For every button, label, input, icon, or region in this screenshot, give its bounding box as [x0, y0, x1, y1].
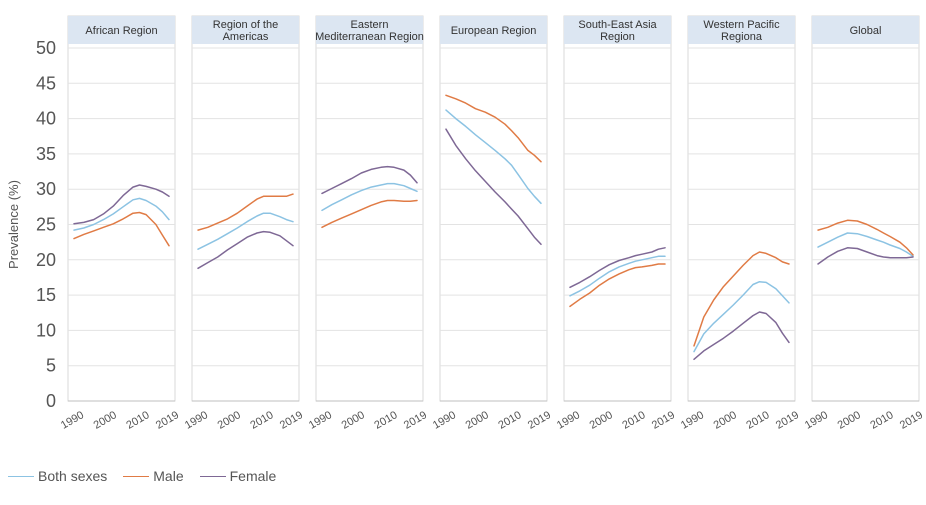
legend-item-male: Male: [123, 468, 184, 484]
panel-frame-eastern-mediterranean-region: [315, 15, 424, 402]
x-tick-label: 2010: [868, 409, 895, 432]
x-tick-label: 2000: [216, 409, 243, 432]
x-tick-label: 2019: [650, 409, 677, 432]
y-axis-label: Prevalence (%): [6, 180, 21, 269]
panel-header-south-east-asia-region: [564, 16, 671, 44]
x-tick-label: 1990: [803, 409, 830, 432]
x-tick-label: 2010: [744, 409, 771, 432]
panel-title-western-pacific-regiona: Western Pacific Regiona: [703, 19, 780, 43]
series-line-global-male: [817, 219, 914, 256]
x-tick-label: 2010: [496, 409, 523, 432]
y-tick-label: 50: [36, 38, 56, 58]
legend-label-male: Male: [153, 468, 184, 484]
y-tick-label: 30: [36, 179, 56, 199]
legend-swatch-female: [199, 475, 226, 477]
y-tick-label: 5: [46, 356, 56, 376]
series-line-european-region-female: [445, 128, 542, 246]
panel-title-european-region: European Region: [451, 25, 537, 37]
panel-title-global: Global: [850, 25, 882, 37]
panel-title-eastern-mediterranean-region: Eastern Mediterranean Region: [315, 19, 424, 43]
series-line-eastern-mediterranean-region-female: [321, 165, 418, 195]
panel-frame-global: [811, 15, 920, 402]
x-tick-label: 2019: [154, 409, 181, 432]
panel-header-region-of-the-americas: [192, 16, 299, 44]
series-line-south-east-asia-region-male: [569, 263, 666, 308]
x-tick-label: 2000: [340, 409, 367, 432]
legend-swatch-both-sexes: [8, 475, 34, 477]
series-line-african-region-both-sexes: [73, 197, 170, 231]
x-tick-label: 1990: [183, 409, 210, 432]
y-tick-label: 20: [36, 250, 56, 270]
x-tick-label: 1990: [679, 409, 706, 432]
legend-swatch-male: [123, 475, 150, 477]
x-tick-label: 2000: [712, 409, 739, 432]
series-line-eastern-mediterranean-region-both-sexes: [321, 182, 418, 212]
x-tick-label: 2000: [836, 409, 863, 432]
panel-title-region-of-the-americas: Region of the Americas: [213, 19, 278, 43]
x-tick-label: 2019: [402, 409, 429, 432]
series-line-eastern-mediterranean-region-male: [321, 199, 418, 229]
x-tick-label: 1990: [59, 409, 86, 432]
y-tick-label: 10: [36, 320, 56, 340]
series-line-western-pacific-regiona-male: [693, 251, 790, 347]
series-line-region-of-the-americas-male: [197, 193, 294, 231]
series-line-european-region-male: [445, 94, 542, 163]
panel-header-african-region: [68, 16, 175, 44]
x-tick-label: 2019: [774, 409, 801, 432]
y-tick-label: 0: [46, 391, 56, 411]
series-line-south-east-asia-region-both-sexes: [569, 255, 666, 297]
series-line-western-pacific-regiona-female: [693, 311, 790, 361]
x-tick-label: 2019: [526, 409, 553, 432]
panel-title-south-east-asia-region: South-East Asia Region: [578, 19, 657, 43]
y-tick-label: 45: [36, 73, 56, 93]
legend-item-female: Female: [199, 468, 277, 484]
series-line-european-region-both-sexes: [445, 109, 542, 205]
panel-header-global: [812, 16, 919, 44]
legend: Both sexes Male Female: [8, 466, 292, 486]
y-tick-label: 40: [36, 109, 56, 129]
y-tick-label: 15: [36, 285, 56, 305]
x-tick-label: 1990: [431, 409, 458, 432]
x-tick-label: 2010: [248, 409, 275, 432]
panel-header-eastern-mediterranean-region: [316, 16, 423, 44]
x-tick-label: 2019: [278, 409, 305, 432]
legend-label-female: Female: [229, 468, 277, 484]
panel-frame-south-east-asia-region: [563, 15, 672, 402]
series-line-western-pacific-regiona-both-sexes: [693, 280, 790, 353]
series-line-global-both-sexes: [817, 232, 914, 258]
x-tick-label: 2000: [588, 409, 615, 432]
panel-header-western-pacific-regiona: [688, 16, 795, 44]
panel-frame-region-of-the-americas: [191, 15, 300, 402]
x-tick-label: 2010: [372, 409, 399, 432]
panel-frame-western-pacific-regiona: [687, 15, 796, 402]
y-tick-label: 25: [36, 215, 56, 235]
x-tick-label: 1990: [555, 409, 582, 432]
x-tick-label: 2010: [620, 409, 647, 432]
panel-title-african-region: African Region: [85, 25, 157, 37]
series-line-south-east-asia-region-female: [569, 247, 666, 289]
series-line-african-region-male: [73, 211, 170, 247]
legend-item-both-sexes: Both sexes: [8, 468, 107, 484]
x-tick-label: 2000: [92, 409, 119, 432]
series-line-region-of-the-americas-both-sexes: [197, 212, 294, 250]
panel-frame-european-region: [439, 15, 548, 402]
series-line-african-region-female: [73, 184, 170, 225]
series-line-region-of-the-americas-female: [197, 230, 294, 270]
x-tick-label: 2010: [124, 409, 151, 432]
series-line-global-female: [817, 247, 914, 265]
panel-header-european-region: [440, 16, 547, 44]
x-tick-label: 2000: [464, 409, 491, 432]
x-tick-label: 2019: [898, 409, 925, 432]
x-tick-label: 1990: [307, 409, 334, 432]
legend-label-both-sexes: Both sexes: [38, 468, 108, 484]
y-tick-label: 35: [36, 144, 56, 164]
